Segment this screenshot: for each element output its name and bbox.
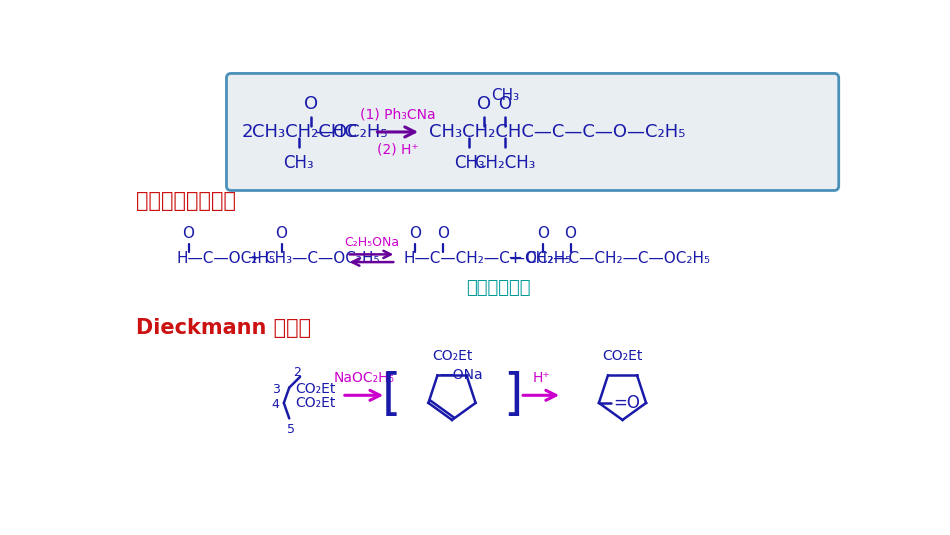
Text: 3: 3 bbox=[272, 383, 280, 396]
Text: H—C—OC₂H₅: H—C—OC₂H₅ bbox=[177, 251, 276, 266]
Text: 5: 5 bbox=[287, 423, 294, 436]
Text: H—C—CH₂—C—OC₂H₅: H—C—CH₂—C—OC₂H₅ bbox=[404, 251, 572, 266]
Text: CH₃—C—OC₂H₅: CH₃—C—OC₂H₅ bbox=[264, 251, 380, 266]
Text: C₂H₅ONa: C₂H₅ONa bbox=[344, 236, 399, 249]
Text: O: O bbox=[498, 95, 511, 113]
Text: CO₂Et: CO₂Et bbox=[295, 382, 336, 396]
Text: CH₃CH₂CHC: CH₃CH₂CHC bbox=[252, 123, 357, 141]
Text: O: O bbox=[276, 226, 288, 241]
Text: CH₃: CH₃ bbox=[283, 154, 314, 172]
Text: O: O bbox=[304, 95, 318, 113]
Text: (1) Ph₃CNa: (1) Ph₃CNa bbox=[360, 107, 435, 121]
Text: —OC₂H₅: —OC₂H₅ bbox=[315, 123, 389, 141]
Text: CO₂Et: CO₂Et bbox=[602, 349, 643, 363]
Text: O: O bbox=[408, 226, 421, 241]
Text: O: O bbox=[437, 226, 449, 241]
Text: —ONa: —ONa bbox=[440, 369, 484, 383]
Text: CO₂Et: CO₂Et bbox=[432, 349, 472, 363]
Text: CO₂Et: CO₂Et bbox=[295, 396, 336, 410]
Text: (2) H⁺: (2) H⁺ bbox=[377, 143, 419, 157]
Text: 交叉缩合产物: 交叉缩合产物 bbox=[466, 279, 531, 296]
Text: O: O bbox=[182, 226, 195, 241]
Text: O: O bbox=[477, 95, 491, 113]
Text: [: [ bbox=[382, 371, 401, 419]
Text: 2: 2 bbox=[293, 366, 301, 379]
Text: CH₃: CH₃ bbox=[454, 154, 484, 172]
Text: 交叉酵缩合反应：: 交叉酵缩合反应： bbox=[136, 191, 236, 211]
Text: O: O bbox=[537, 226, 549, 241]
Text: ]: ] bbox=[503, 371, 522, 419]
Text: CH₂CH₃: CH₂CH₃ bbox=[474, 154, 536, 172]
Text: NaOC₂H₅: NaOC₂H₅ bbox=[333, 371, 394, 385]
Text: +: + bbox=[246, 249, 261, 268]
Text: +: + bbox=[507, 249, 522, 268]
Text: H⁺: H⁺ bbox=[532, 371, 550, 385]
Text: =O: =O bbox=[613, 394, 639, 412]
FancyBboxPatch shape bbox=[226, 73, 839, 190]
Text: Dieckmann 缩合：: Dieckmann 缩合： bbox=[136, 318, 311, 338]
Text: O: O bbox=[564, 226, 577, 241]
Text: 2: 2 bbox=[241, 123, 253, 141]
Text: CH₂—C—CH₂—C—OC₂H₅: CH₂—C—CH₂—C—OC₂H₅ bbox=[524, 251, 710, 266]
Text: 4: 4 bbox=[272, 398, 279, 411]
Text: CH₃: CH₃ bbox=[490, 88, 519, 103]
Text: CH₃CH₂CHC—C—C—O—C₂H₅: CH₃CH₂CHC—C—C—O—C₂H₅ bbox=[428, 123, 685, 141]
